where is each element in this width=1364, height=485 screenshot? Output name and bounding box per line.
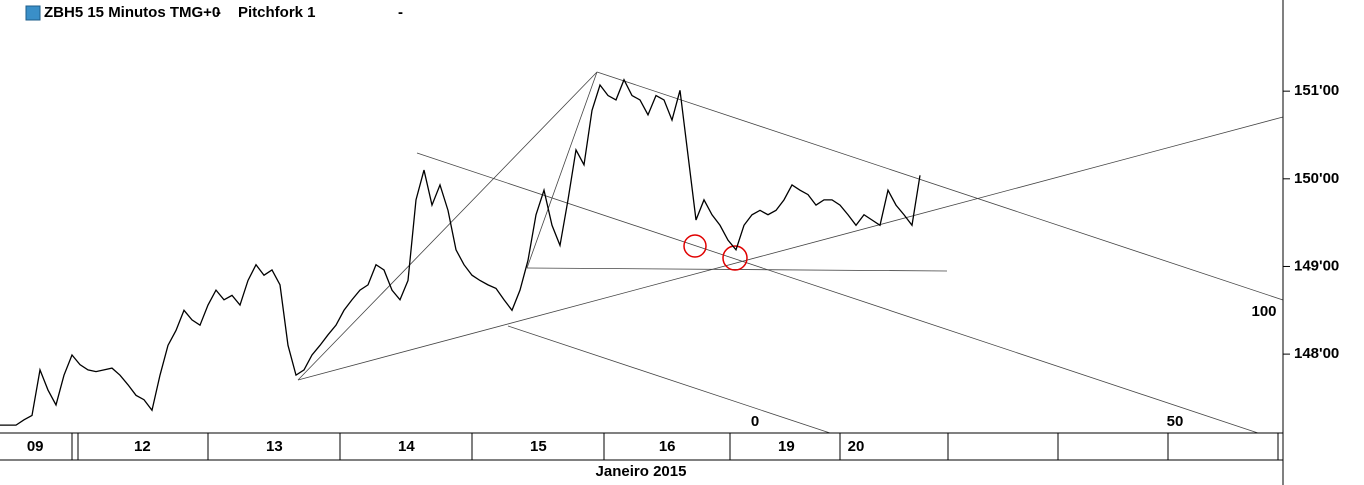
x-tick-label: 20 (848, 438, 865, 455)
x-tick-label: 14 (398, 438, 415, 455)
symbol-icon (25, 5, 41, 21)
y-tick-label: 151'00 (1294, 82, 1339, 99)
pitchfork-level: 0 (751, 413, 759, 430)
chart-title[interactable]: ZBH5 15 Minutos TMG+0 (44, 4, 220, 21)
pitchfork (297, 71, 1284, 434)
price-line (0, 78, 921, 426)
x-axis-title: Janeiro 2015 (596, 463, 687, 480)
x-tick-label: 16 (659, 438, 676, 455)
study-name[interactable]: Pitchfork 1 (238, 4, 316, 21)
x-tick-label: 15 (530, 438, 547, 455)
x-tick-label: 12 (134, 438, 151, 455)
x-tick-label: 13 (266, 438, 283, 455)
pitchfork-level: 50 (1167, 413, 1184, 430)
y-tick-label: 149'00 (1294, 257, 1339, 274)
dropdown-marker[interactable]: - (398, 4, 403, 21)
pitchfork-level: 100 (1251, 303, 1276, 320)
x-tick-label: 09 (27, 438, 44, 455)
day-separators (71, 433, 1279, 460)
y-tick-label: 148'00 (1294, 345, 1339, 362)
dropdown-marker[interactable]: - (216, 4, 221, 21)
y-tick-label: 150'00 (1294, 170, 1339, 187)
x-tick-label: 19 (778, 438, 795, 455)
